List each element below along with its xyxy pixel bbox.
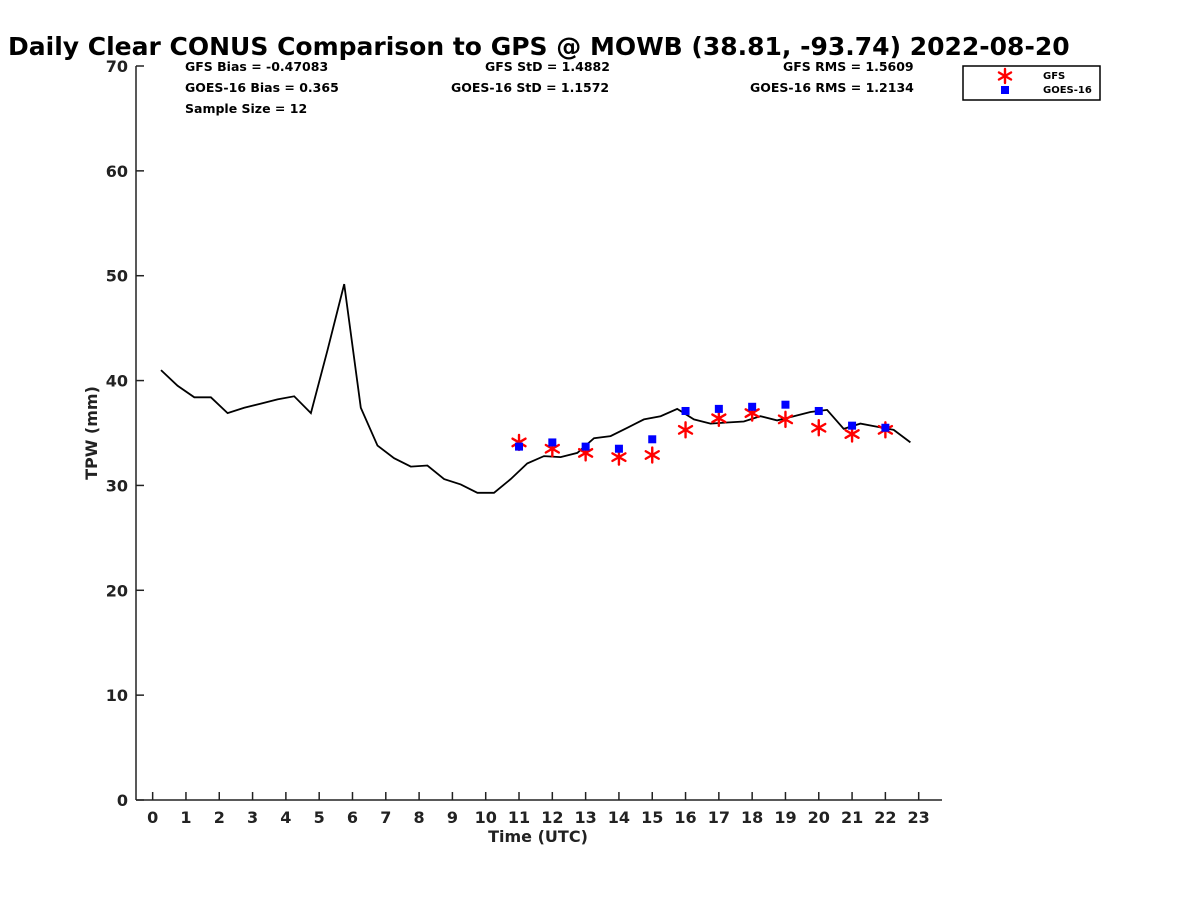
x-tick-label: 17 <box>708 808 730 827</box>
y-tick-label: 50 <box>106 267 128 286</box>
y-tick-label: 10 <box>106 686 128 705</box>
x-tick-label: 3 <box>247 808 258 827</box>
x-tick-label: 11 <box>508 808 530 827</box>
stat-sample-size: Sample Size = 12 <box>185 101 307 116</box>
goes-point <box>515 442 524 451</box>
goes-point <box>714 404 723 413</box>
goes-point <box>748 402 757 411</box>
x-tick-label: 21 <box>841 808 863 827</box>
goes-point <box>814 406 823 415</box>
x-tick-label: 15 <box>641 808 663 827</box>
legend: GFS GOES-16 <box>962 65 1101 101</box>
stat-goes-std: GOES-16 StD = 1.1572 <box>451 80 609 95</box>
goes-point <box>648 435 657 444</box>
goes-point <box>848 421 857 430</box>
gfs-point <box>711 409 727 428</box>
stat-gfs-bias: GFS Bias = -0.47083 <box>185 59 328 74</box>
x-tick-label: 18 <box>741 808 763 827</box>
goes-point <box>614 444 623 453</box>
legend-gfs-asterisk <box>997 67 1013 85</box>
gfs-point <box>677 421 694 439</box>
y-tick-label: 20 <box>106 581 128 600</box>
x-tick-label: 10 <box>475 808 497 827</box>
stat-goes-rms: GOES-16 RMS = 1.2134 <box>750 80 914 95</box>
stat-gfs-std: GFS StD = 1.4882 <box>485 59 610 74</box>
y-ticks: 0 10 20 30 40 50 60 70 <box>106 57 144 810</box>
x-tick-label: 9 <box>447 808 458 827</box>
x-tick-label: 0 <box>147 808 158 827</box>
x-tick-label: 5 <box>314 808 325 827</box>
x-tick-label: 7 <box>380 808 391 827</box>
legend-box <box>962 65 1101 101</box>
stats-block: GFS Bias = -0.47083 GOES-16 Bias = 0.365… <box>185 59 914 116</box>
goes-point <box>781 400 790 409</box>
gps-line <box>160 283 911 494</box>
stat-goes-bias: GOES-16 Bias = 0.365 <box>185 80 339 95</box>
x-tick-label: 6 <box>347 808 358 827</box>
legend-goes-label: GOES-16 <box>1043 85 1092 96</box>
x-tick-label: 23 <box>908 808 930 827</box>
goes-point <box>581 442 590 451</box>
x-tick-label: 1 <box>180 808 191 827</box>
y-tick-label: 0 <box>117 791 128 810</box>
gfs-markers <box>511 404 894 466</box>
y-tick-label: 30 <box>106 476 128 495</box>
y-tick-label: 60 <box>106 162 128 181</box>
axes <box>135 66 942 801</box>
legend-goes-marker <box>1001 86 1009 94</box>
goes-point <box>681 406 690 415</box>
x-tick-label: 22 <box>874 808 896 827</box>
goes-point <box>548 438 557 447</box>
gfs-point <box>777 410 794 429</box>
x-tick-label: 14 <box>608 808 630 827</box>
x-ticks: 0 1 2 3 4 5 6 7 8 9 10 11 12 13 14 15 16 17 18 19 20 21 22 23 <box>147 792 930 827</box>
y-tick-label: 70 <box>106 57 128 76</box>
stat-gfs-rms: GFS RMS = 1.5609 <box>783 59 914 74</box>
legend-gfs-marker <box>997 67 1013 85</box>
goes-point <box>881 423 890 432</box>
x-tick-label: 13 <box>574 808 596 827</box>
x-tick-label: 12 <box>541 808 563 827</box>
x-tick-label: 19 <box>774 808 796 827</box>
y-axis-label: TPW (mm) <box>82 386 101 480</box>
chart-title: Daily Clear CONUS Comparison to GPS @ MO… <box>8 32 1070 61</box>
y-tick-label: 40 <box>106 372 128 391</box>
gfs-point <box>644 446 660 464</box>
x-tick-label: 8 <box>414 808 425 827</box>
x-axis-label: Time (UTC) <box>488 827 588 846</box>
goes-markers <box>515 400 890 453</box>
x-tick-label: 16 <box>674 808 696 827</box>
x-tick-label: 2 <box>214 808 225 827</box>
gfs-point <box>811 419 827 437</box>
legend-gfs-label: GFS <box>1043 71 1065 82</box>
x-tick-label: 4 <box>280 808 291 827</box>
x-tick-label: 20 <box>808 808 830 827</box>
